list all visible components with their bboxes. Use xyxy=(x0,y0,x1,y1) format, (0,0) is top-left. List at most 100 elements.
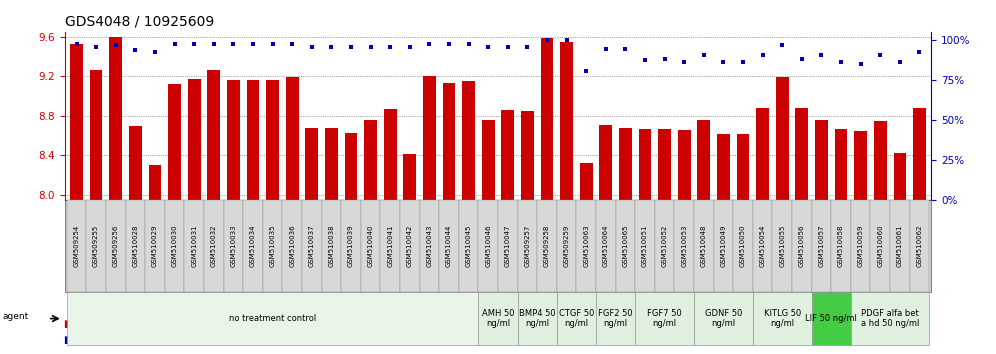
Text: GSM510043: GSM510043 xyxy=(426,225,432,267)
Bar xyxy=(383,109,396,200)
Point xyxy=(401,44,417,50)
Bar xyxy=(442,83,455,200)
Text: agent: agent xyxy=(3,312,29,321)
Text: GSM510065: GSM510065 xyxy=(622,225,628,267)
Point xyxy=(225,41,241,46)
Text: transformed count: transformed count xyxy=(75,319,172,329)
Text: AMH 50
ng/ml: AMH 50 ng/ml xyxy=(482,309,514,328)
Point xyxy=(245,41,261,46)
Text: GDNF 50
ng/ml: GDNF 50 ng/ml xyxy=(705,309,742,328)
Text: GSM509255: GSM509255 xyxy=(93,225,100,267)
Point xyxy=(656,56,672,62)
Text: GSM510058: GSM510058 xyxy=(838,225,844,267)
Bar xyxy=(306,128,318,200)
Text: FGF7 50
ng/ml: FGF7 50 ng/ml xyxy=(647,309,682,328)
Point xyxy=(637,58,653,63)
Text: KITLG 50
ng/ml: KITLG 50 ng/ml xyxy=(764,309,801,328)
Text: GSM510035: GSM510035 xyxy=(270,225,276,267)
Text: GSM510034: GSM510034 xyxy=(250,225,256,267)
Point xyxy=(598,46,614,52)
Point xyxy=(127,47,143,53)
Text: CTGF 50
ng/ml: CTGF 50 ng/ml xyxy=(559,309,594,328)
Point xyxy=(755,53,771,58)
Point xyxy=(186,41,202,46)
Bar xyxy=(482,120,495,200)
Text: GSM510053: GSM510053 xyxy=(681,225,687,267)
Text: GSM510057: GSM510057 xyxy=(819,225,825,267)
Bar xyxy=(776,78,789,200)
Bar xyxy=(835,129,848,200)
Point xyxy=(676,59,692,65)
Bar xyxy=(815,120,828,200)
Text: FGF2 50
ng/ml: FGF2 50 ng/ml xyxy=(599,309,632,328)
Text: GSM510037: GSM510037 xyxy=(309,225,315,267)
Point xyxy=(460,41,476,46)
Bar xyxy=(600,125,613,200)
Bar xyxy=(893,153,906,200)
Point xyxy=(853,61,869,67)
Text: BMP4 50
ng/ml: BMP4 50 ng/ml xyxy=(519,309,556,328)
Text: GSM510029: GSM510029 xyxy=(152,225,158,267)
Point xyxy=(911,49,927,55)
Point xyxy=(520,44,536,50)
Bar xyxy=(521,111,534,200)
Text: GSM510056: GSM510056 xyxy=(799,225,805,267)
Bar xyxy=(207,70,220,200)
Point xyxy=(559,38,575,43)
Bar xyxy=(462,81,475,200)
Text: GSM510063: GSM510063 xyxy=(584,225,590,267)
Bar xyxy=(737,134,749,200)
Text: GSM510054: GSM510054 xyxy=(760,225,766,267)
Text: GSM510030: GSM510030 xyxy=(171,225,177,267)
Text: GSM510064: GSM510064 xyxy=(603,225,609,267)
Point xyxy=(715,59,731,65)
Point xyxy=(88,44,104,50)
Bar xyxy=(678,130,690,200)
Text: GSM510038: GSM510038 xyxy=(329,225,335,267)
Bar xyxy=(541,38,554,200)
Point xyxy=(265,41,281,46)
Bar xyxy=(70,44,83,200)
Bar xyxy=(913,108,926,200)
Point xyxy=(206,41,222,46)
Bar xyxy=(638,129,651,200)
Text: GSM509258: GSM509258 xyxy=(544,225,550,267)
Text: GDS4048 / 10925609: GDS4048 / 10925609 xyxy=(65,14,214,28)
Bar xyxy=(796,108,808,200)
Bar xyxy=(188,79,200,200)
Point xyxy=(363,44,378,50)
Text: GSM510052: GSM510052 xyxy=(661,225,667,267)
Text: GSM510060: GSM510060 xyxy=(877,225,883,267)
Bar xyxy=(658,129,671,200)
Point xyxy=(872,53,888,58)
Text: GSM509256: GSM509256 xyxy=(113,225,119,267)
Point xyxy=(421,41,437,46)
Text: GSM510041: GSM510041 xyxy=(387,225,393,267)
Point xyxy=(147,49,163,55)
Bar xyxy=(345,133,358,200)
Text: GSM510061: GSM510061 xyxy=(896,225,903,267)
Text: GSM510040: GSM510040 xyxy=(368,225,374,267)
Text: GSM509259: GSM509259 xyxy=(564,225,570,267)
Bar xyxy=(90,70,103,200)
Point xyxy=(108,42,124,48)
Bar xyxy=(286,78,299,200)
Point xyxy=(696,53,712,58)
Text: LIF 50 ng/ml: LIF 50 ng/ml xyxy=(806,314,858,323)
Point xyxy=(618,46,633,52)
Point xyxy=(539,38,555,43)
Text: no treatment control: no treatment control xyxy=(229,314,316,323)
Text: GSM510055: GSM510055 xyxy=(779,225,785,267)
Point xyxy=(304,44,320,50)
Point xyxy=(814,53,830,58)
Text: GSM510036: GSM510036 xyxy=(289,225,295,267)
Text: GSM510046: GSM510046 xyxy=(485,225,491,267)
Point xyxy=(794,56,810,62)
Bar xyxy=(365,120,376,200)
Point xyxy=(480,44,496,50)
Text: GSM510045: GSM510045 xyxy=(465,225,471,267)
Bar xyxy=(501,110,514,200)
Point xyxy=(892,59,908,65)
Bar xyxy=(423,76,436,200)
Point xyxy=(500,44,516,50)
